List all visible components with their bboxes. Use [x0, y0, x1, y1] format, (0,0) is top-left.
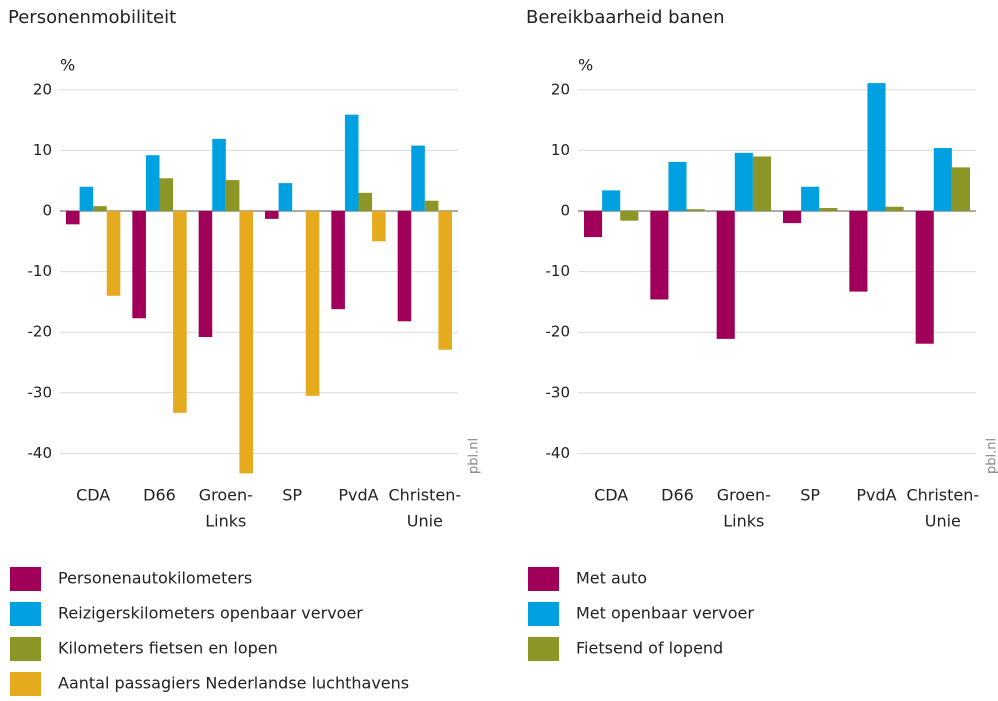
legend-label: Aantal passagiers Nederlandse luchthaven… [58, 674, 409, 693]
legend-swatch [10, 567, 41, 591]
x-tick-label: SP [282, 486, 302, 505]
bar [752, 156, 771, 211]
x-tick-label: Unie [407, 512, 443, 531]
legend-swatch [10, 672, 41, 696]
bar [915, 211, 934, 344]
y-tick-label: -30 [28, 383, 53, 401]
y-tick-label: 10 [551, 141, 570, 159]
x-tick-label: Christen- [388, 486, 461, 505]
bar [344, 114, 359, 211]
y-tick-label: -20 [546, 323, 571, 341]
chart-title: Personenmobiliteit [8, 7, 176, 28]
bar [239, 211, 253, 474]
legend-label: Personenautokilometers [58, 569, 252, 588]
bar [358, 192, 373, 211]
bar [106, 211, 121, 296]
bar [620, 211, 639, 221]
y-tick-label: -10 [546, 262, 571, 280]
bar [951, 167, 970, 211]
bar [66, 211, 80, 225]
bar [225, 180, 240, 211]
x-tick-label: PvdA [856, 486, 896, 505]
bar [801, 186, 820, 211]
x-tick-label: D66 [661, 486, 694, 505]
legend-label: Met auto [576, 569, 647, 588]
bar [93, 206, 107, 211]
bar [132, 211, 146, 319]
bar [212, 138, 226, 211]
bar [849, 211, 868, 292]
bar [372, 211, 386, 242]
bar [411, 145, 425, 211]
source: pbl.nl [985, 438, 998, 474]
x-tick-label: Groen- [199, 486, 253, 505]
bar [397, 211, 412, 322]
x-tick-label: CDA [76, 486, 110, 505]
bar [734, 152, 753, 211]
y-tick-label: -30 [546, 383, 571, 401]
legend-swatch [528, 637, 559, 661]
y-tick-label: -10 [28, 262, 53, 280]
bar [331, 211, 345, 310]
x-tick-label: Unie [925, 512, 961, 531]
y-tick-label: -20 [28, 323, 53, 341]
bar [278, 183, 293, 211]
x-tick-label: Links [205, 512, 246, 531]
bar [602, 190, 621, 211]
bar [424, 200, 439, 211]
y-tick-label: -40 [546, 444, 571, 462]
bar [668, 161, 687, 211]
x-tick-label: PvdA [338, 486, 378, 505]
bar [686, 209, 705, 211]
y-tick-label: 0 [560, 202, 570, 220]
x-tick-label: Groen- [717, 486, 771, 505]
y-tick-label: 20 [33, 80, 52, 98]
legend-label: Fietsend of lopend [576, 639, 723, 658]
bar [438, 211, 452, 350]
bar [173, 211, 187, 413]
bar [159, 178, 174, 211]
y-tick-label: 10 [33, 141, 52, 159]
legend-label: Met openbaar vervoer [576, 604, 754, 623]
x-tick-label: D66 [143, 486, 176, 505]
bar [933, 147, 952, 211]
y-axis-label: % [578, 56, 593, 75]
legend-swatch [528, 602, 559, 626]
bar [885, 206, 904, 211]
bar [716, 211, 735, 339]
y-axis-label: % [60, 56, 75, 75]
x-tick-label: CDA [594, 486, 628, 505]
y-tick-label: 20 [551, 80, 570, 98]
bar [305, 211, 320, 396]
bar [584, 211, 603, 238]
x-tick-label: Christen- [906, 486, 979, 505]
y-tick-label: -40 [28, 444, 53, 462]
bar [79, 186, 94, 211]
source: pbl.nl [467, 438, 482, 474]
legend-label: Reizigerskilometers openbaar vervoer [58, 604, 363, 623]
y-tick-label: 0 [42, 202, 52, 220]
legend-swatch [10, 637, 41, 661]
bar [145, 155, 160, 211]
chart-title: Bereikbaarheid banen [526, 7, 724, 28]
x-tick-label: SP [800, 486, 820, 505]
legend-swatch [528, 567, 559, 591]
legend-label: Kilometers fietsen en lopen [58, 639, 278, 658]
bar [650, 211, 669, 300]
bar [819, 207, 838, 211]
bar [783, 211, 802, 224]
x-tick-label: Links [723, 512, 764, 531]
bar [867, 83, 886, 211]
legend-swatch [10, 602, 41, 626]
bar [198, 211, 213, 338]
bar [265, 211, 279, 219]
